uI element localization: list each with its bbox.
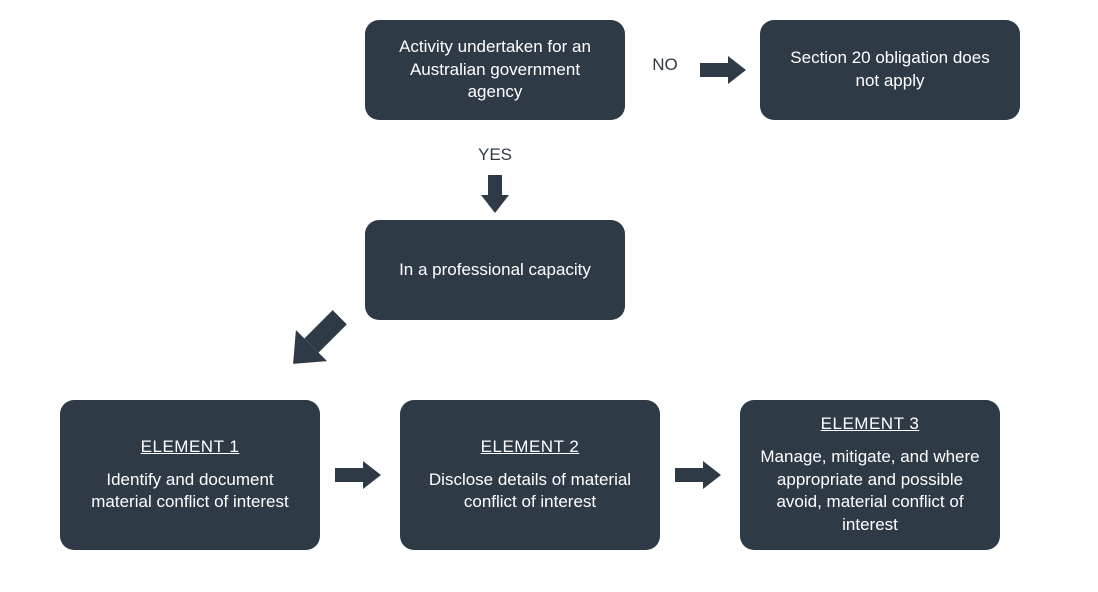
- node-not-apply-text: Section 20 obligation does not apply: [778, 47, 1002, 93]
- node-prof-capacity: In a professional capacity: [365, 220, 625, 320]
- arrow-yes: [481, 175, 509, 213]
- node-element3: ELEMENT 3 Manage, mitigate, and where ap…: [740, 400, 1000, 550]
- node-element3-title: ELEMENT 3: [821, 413, 920, 436]
- node-element1: ELEMENT 1 Identify and document material…: [60, 400, 320, 550]
- arrow-no: [700, 56, 750, 84]
- edge-label-no: NO: [640, 55, 690, 75]
- arrow-to-element1: [275, 302, 356, 383]
- arrow-e1-e2: [335, 461, 385, 489]
- node-element3-text: Manage, mitigate, and where appropriate …: [758, 446, 982, 538]
- node-element1-text: Identify and document material conflict …: [78, 469, 302, 515]
- node-element1-title: ELEMENT 1: [141, 436, 240, 459]
- edge-label-yes: YES: [470, 145, 520, 165]
- node-prof-capacity-text: In a professional capacity: [399, 259, 591, 282]
- node-element2-title: ELEMENT 2: [481, 436, 580, 459]
- node-activity: Activity undertaken for an Australian go…: [365, 20, 625, 120]
- flowchart-canvas: Activity undertaken for an Australian go…: [0, 0, 1098, 592]
- node-not-apply: Section 20 obligation does not apply: [760, 20, 1020, 120]
- node-activity-text: Activity undertaken for an Australian go…: [383, 36, 607, 105]
- arrow-e2-e3: [675, 461, 725, 489]
- node-element2: ELEMENT 2 Disclose details of material c…: [400, 400, 660, 550]
- node-element2-text: Disclose details of material conflict of…: [418, 469, 642, 515]
